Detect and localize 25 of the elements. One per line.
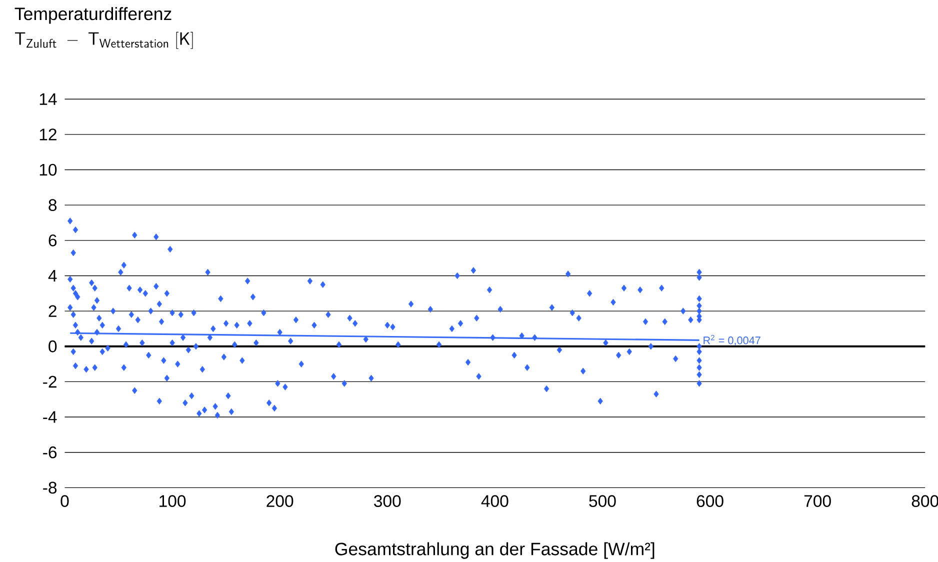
y-tick-label: 0 xyxy=(48,340,57,352)
y-tick-label: 2 xyxy=(48,305,56,317)
y-tick-label: 8 xyxy=(48,199,57,212)
x-tick-label: 100 xyxy=(160,495,186,508)
y-tick-label: -6 xyxy=(43,446,57,458)
y-tick-label: 4 xyxy=(48,270,57,282)
y-tick-label: -4 xyxy=(43,411,57,423)
y-tick-label: -2 xyxy=(43,376,56,388)
x-tick-label: 700 xyxy=(804,495,831,508)
x-tick-label: 300 xyxy=(374,495,401,508)
x-tick-label: 200 xyxy=(266,495,294,508)
y-tick-label: 14 xyxy=(40,93,57,105)
x-tick-label: 0 xyxy=(60,495,69,508)
y-tick-label: 6 xyxy=(48,234,57,246)
x-tick-label: 600 xyxy=(696,495,724,508)
y-tick-label: 10 xyxy=(40,164,57,176)
y-tick-label: 12 xyxy=(40,128,56,140)
chart-title: Temperaturdifferenz xyxy=(14,7,172,24)
y-tick-label: -8 xyxy=(43,482,57,494)
y-axis-title: $\mathsf{T_{Zuluft}\ -\ T_{Wetterstation}\ [K]}$ xyxy=(14,32,193,49)
annotation: R$^{2}$ = 0,0047 xyxy=(704,334,760,346)
x-tick-label: 800 xyxy=(912,495,938,508)
x-tick-label: 400 xyxy=(481,495,508,508)
x-tick-label: 500 xyxy=(589,495,616,508)
x-axis-title: Gesamtstrahlung an der Fassade [W/m²] xyxy=(335,542,654,559)
